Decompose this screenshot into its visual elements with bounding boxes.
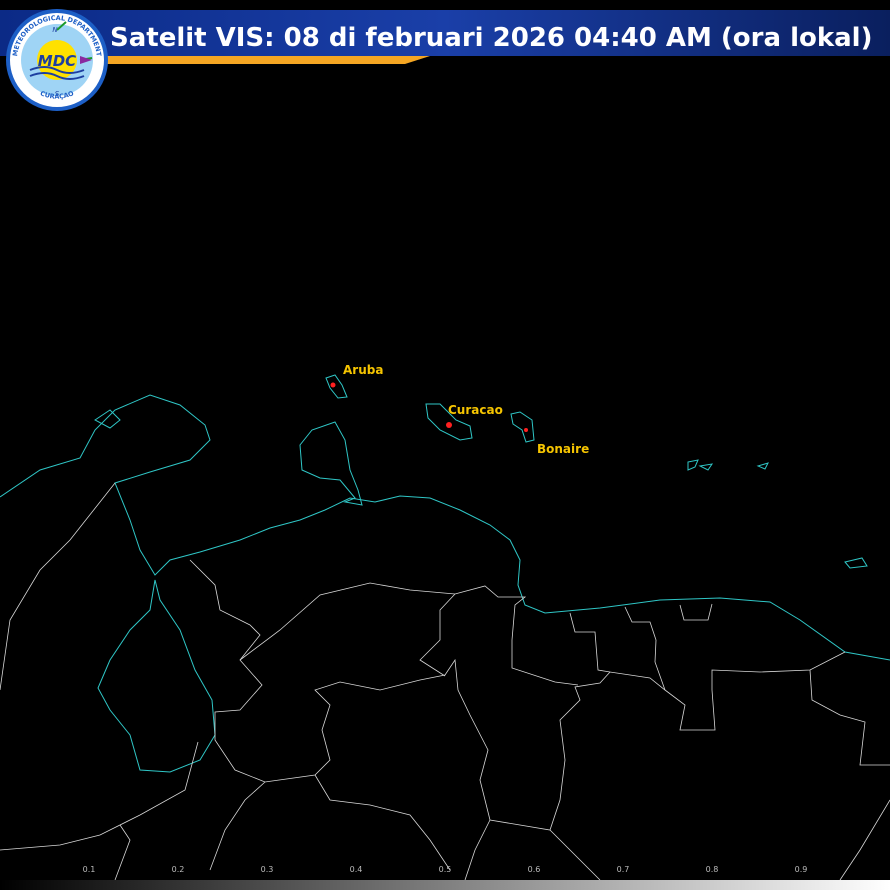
- logo-pointer: [80, 56, 92, 64]
- borders: [0, 482, 890, 881]
- logo-abbreviation: MDC: [38, 52, 76, 70]
- title-accent: [90, 56, 430, 64]
- logo-bottom-text-path: CURAÇAO: [39, 89, 75, 101]
- logo-north: N: [52, 26, 58, 34]
- colorbar-tick-label: 0.5: [439, 865, 452, 874]
- colorbar-tick-label: 0.2: [172, 865, 185, 874]
- colorbar-tick-label: 0.7: [617, 865, 630, 874]
- logo: MDC N S METEOROLOGICAL DEPARTMENT CURAÇA…: [6, 9, 108, 111]
- colorbar-tick-label: 0.6: [528, 865, 541, 874]
- colorbar-tick-label: 0.8: [706, 865, 719, 874]
- place-label: Aruba: [343, 363, 383, 377]
- colorbar-tick-label: 0.3: [261, 865, 274, 874]
- aruba-marker: [330, 382, 336, 388]
- place-label: Curacao: [448, 403, 503, 417]
- colorbar-tick-label: 0.1: [83, 865, 96, 874]
- colorbar-tick-label: 0.9: [795, 865, 808, 874]
- header: Satelit VIS: 08 di februari 2026 04:40 A…: [0, 10, 890, 64]
- title: Satelit VIS: 08 di februari 2026 04:40 A…: [110, 23, 872, 53]
- place-label: Bonaire: [537, 442, 589, 456]
- logo-bottom-text: CURAÇAO: [39, 89, 75, 101]
- logo-sun: [37, 40, 77, 80]
- logo-waves: [29, 66, 85, 80]
- colorbar-ticks: 0.1 0.2 0.3 0.4 0.5 0.6 0.7 0.8 0.9: [83, 865, 808, 874]
- place-markers: Aruba Curacao Bonaire: [330, 363, 589, 456]
- curacao-marker: [446, 422, 452, 428]
- bonaire-marker: [524, 428, 528, 432]
- colorbar: [0, 880, 890, 890]
- title-bar: [0, 10, 890, 56]
- colorbar-tick-label: 0.4: [350, 865, 363, 874]
- coastlines: [0, 374, 890, 773]
- logo-south: S: [55, 90, 60, 98]
